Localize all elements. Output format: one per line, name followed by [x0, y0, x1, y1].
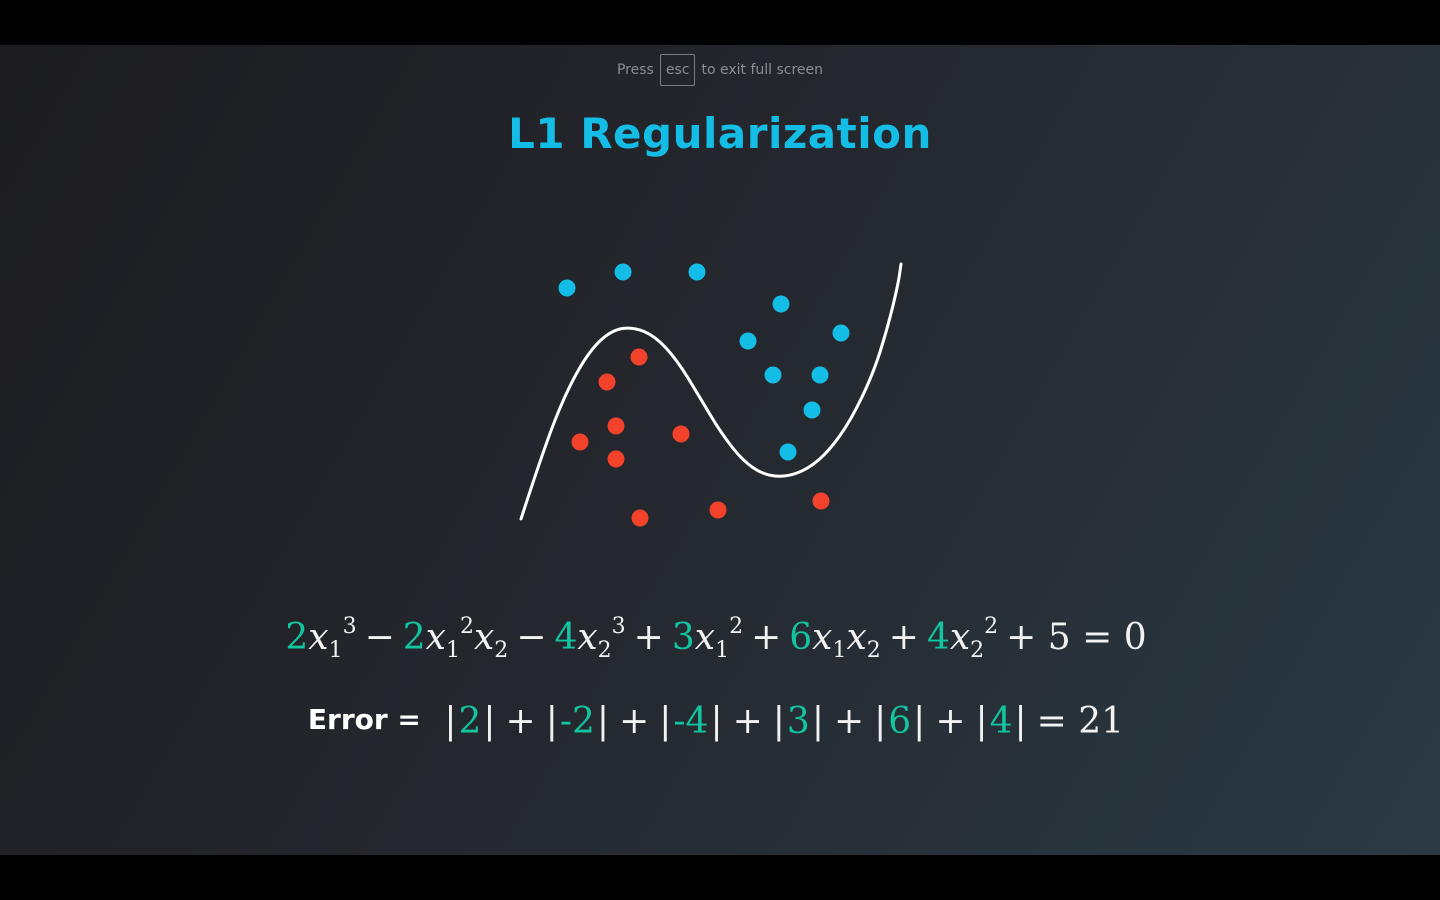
equation-operator: +	[888, 617, 919, 658]
error-coefficient: -2	[559, 701, 595, 742]
presentation-slide: Press esc to exit full screen L1 Regulariz…	[0, 45, 1440, 855]
red-point-5	[672, 425, 690, 443]
equation-variable: x	[425, 617, 446, 658]
equation-exponent: 2	[459, 614, 474, 639]
abs-bar: |	[483, 701, 496, 742]
abs-bar: |	[772, 701, 785, 742]
equation-coefficient: 2	[285, 617, 309, 658]
equation-subscript: 1	[715, 638, 730, 663]
equation-subscript: 2	[494, 638, 509, 663]
equation-subscript: 2	[597, 638, 612, 663]
equation-variable: x	[473, 617, 495, 658]
error-plus: +	[732, 701, 763, 742]
error-coefficient: 4	[989, 701, 1013, 742]
blue-point-5	[832, 324, 850, 342]
equation-variable: x	[812, 617, 833, 658]
error-plus: +	[833, 701, 865, 742]
equation-operator: −	[364, 617, 395, 658]
equation-subscript: 2	[866, 638, 881, 663]
equation-variable: x	[949, 617, 971, 658]
red-point-6	[631, 509, 649, 527]
blue-point-0	[558, 279, 576, 297]
polynomial-equation: 2x13−2x12x2−4x23 +3x12 +6x1x2 +4x22 + 5 = 0	[0, 614, 1440, 662]
abs-bar: |	[874, 701, 887, 742]
abs-bar: |	[710, 701, 723, 742]
equation-coefficient: 4	[554, 617, 578, 658]
red-point-8	[812, 492, 830, 510]
error-plus: +	[935, 701, 966, 742]
abs-bar: |	[975, 701, 988, 742]
decision-boundary-curve	[519, 262, 903, 521]
equation-coefficient: 6	[789, 617, 813, 658]
equation-exponent: 2	[729, 614, 744, 639]
error-equation: Error = |2| + |-2| + |-4| + |3| + |6| + |4| = 21	[0, 701, 1440, 742]
red-point-4	[607, 450, 625, 468]
abs-bar: |	[444, 701, 457, 742]
red-point-2	[607, 417, 625, 435]
red-point-7	[709, 501, 727, 519]
error-coefficient: 6	[888, 701, 912, 742]
abs-bar: |	[659, 701, 672, 742]
equation-operator: +	[751, 617, 782, 658]
equation-subscript: 1	[445, 638, 460, 663]
error-label: Error =	[307, 703, 421, 736]
equation-variable: x	[577, 617, 598, 658]
blue-point-2	[688, 263, 706, 281]
abs-bar: |	[596, 701, 610, 742]
equation-coefficient: 2	[402, 617, 426, 658]
equation-coefficient: 3	[671, 617, 695, 658]
abs-bar: |	[913, 701, 926, 742]
equation-constant-tail: + 5 = 0	[1006, 617, 1147, 658]
abs-bar: |	[1014, 701, 1027, 742]
blue-point-6	[764, 366, 782, 384]
equation-subscript: 1	[832, 638, 847, 663]
red-point-0	[630, 348, 648, 366]
esc-key-badge: esc	[659, 54, 696, 86]
equation-coefficient: 4	[926, 617, 950, 658]
blue-point-1	[614, 263, 632, 281]
error-plus: +	[619, 701, 650, 742]
equation-subscript: 2	[970, 638, 985, 663]
blue-point-8	[803, 401, 821, 419]
blue-point-7	[811, 366, 829, 384]
error-coefficient: -4	[673, 701, 709, 742]
error-coefficient: 3	[786, 701, 810, 742]
blue-point-3	[772, 295, 790, 313]
abs-bar: |	[811, 701, 824, 742]
equation-variable: x	[846, 617, 867, 658]
hint-exit-text: to exit full screen	[701, 62, 824, 78]
hint-press-text: Press	[616, 62, 654, 78]
equation-operator: +	[633, 617, 664, 658]
abs-bar: |	[545, 701, 558, 742]
equation-exponent: 3	[342, 614, 357, 639]
red-point-1	[598, 373, 616, 391]
slide-title: L1 Regularization	[508, 109, 932, 158]
blue-point-9	[779, 443, 797, 461]
equation-exponent: 2	[984, 614, 999, 639]
equation-variable: x	[308, 617, 329, 658]
equation-variable: x	[694, 617, 716, 658]
scatter-plot	[519, 262, 903, 527]
error-plus: +	[505, 701, 536, 742]
equation-subscript: 1	[328, 638, 343, 663]
fullscreen-hint: Press esc to exit full screen	[0, 53, 1440, 87]
error-terms: |2| + |-2| + |-4| + |3| + |6| + |4| = 21	[442, 701, 1132, 742]
red-point-3	[571, 433, 589, 451]
error-total: = 21	[1036, 701, 1125, 742]
error-coefficient: 2	[458, 701, 482, 742]
blue-point-4	[739, 332, 757, 350]
equation-exponent: 3	[611, 614, 626, 639]
equation-operator: −	[516, 617, 547, 658]
